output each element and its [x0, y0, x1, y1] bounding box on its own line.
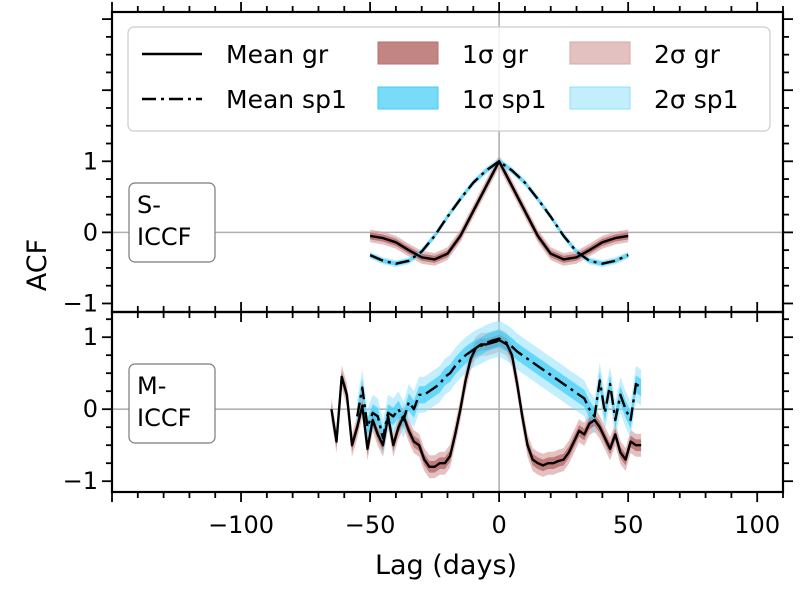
legend-label-1sigma-sp1: 1σ sp1: [462, 85, 547, 114]
x-tick-label: 100: [734, 511, 780, 539]
y-tick-label: −1: [63, 467, 98, 495]
x-tick-label: −50: [345, 511, 396, 539]
x-tick-label: 0: [491, 511, 506, 539]
legend-label-mean-gr: Mean gr: [226, 40, 329, 69]
legend-swatch-1sigma-sp1: [377, 86, 439, 110]
legend-swatch-2sigma-gr: [569, 41, 631, 65]
panel-label-text: ICCF: [137, 404, 191, 432]
panel-m-iccf: 1 0 −1 M- ICCF: [63, 302, 793, 502]
legend-swatch-1sigma-gr: [377, 41, 439, 65]
panel-label-text: ICCF: [137, 223, 191, 251]
mean-line-mean-sp1: [369, 160, 629, 265]
y-tick-label: 1: [83, 323, 98, 351]
panel-label-text: S-: [137, 191, 161, 219]
panel-label-box: [128, 182, 216, 263]
panel-label-box: [128, 363, 216, 444]
y-tick-label: 0: [83, 395, 98, 423]
legend-swatch-2sigma-sp1: [569, 86, 631, 110]
legend-label-1sigma-gr: 1σ gr: [462, 40, 529, 69]
mean-line-mean-gr: [369, 160, 629, 261]
2sigma-band-mean-gr: [331, 328, 642, 479]
x-tick-label: 50: [613, 511, 644, 539]
legend: Mean gr Mean sp1 1σ gr 1σ sp1 2σ gr 2σ sp1: [127, 26, 771, 132]
mean-line-mean-sp1: [356, 337, 642, 440]
y-tick-label: −1: [63, 289, 98, 317]
x-tick-label: −100: [208, 511, 274, 539]
y-tick-label: 1: [83, 147, 98, 175]
y-axis-label: ACF: [22, 239, 53, 291]
x-axis-label: Lag (days): [375, 550, 517, 581]
legend-label-2sigma-sp1: 2σ sp1: [654, 85, 739, 114]
y-tick-label: 0: [83, 218, 98, 246]
legend-label-mean-sp1: Mean sp1: [226, 85, 347, 114]
2sigma-band-mean-sp1: [357, 320, 642, 456]
panel-label-text: M-: [137, 372, 166, 400]
mean-line-mean-gr: [330, 338, 642, 468]
legend-label-2sigma-gr: 2σ gr: [654, 40, 721, 69]
